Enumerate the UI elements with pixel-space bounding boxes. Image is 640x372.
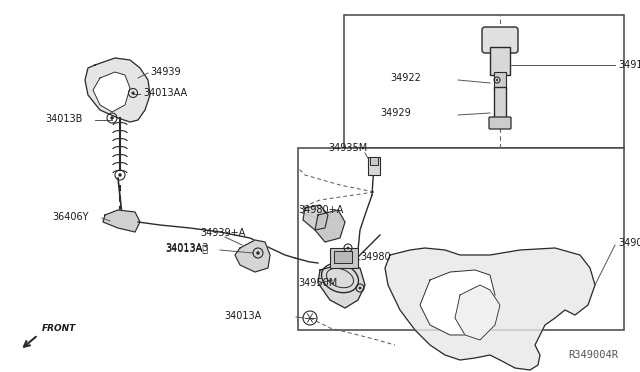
Text: 34013A: 34013A xyxy=(225,311,262,321)
Text: 34935M: 34935M xyxy=(328,143,367,153)
Text: 34980: 34980 xyxy=(360,252,390,262)
Circle shape xyxy=(256,251,260,255)
Bar xyxy=(334,251,352,263)
Text: 34013A3: 34013A3 xyxy=(165,243,209,253)
Circle shape xyxy=(358,286,362,289)
Polygon shape xyxy=(93,72,130,112)
Text: 34013AA: 34013AA xyxy=(143,88,187,98)
Bar xyxy=(330,248,358,268)
Bar xyxy=(344,15,624,148)
Bar xyxy=(370,157,378,165)
Text: FRONT: FRONT xyxy=(42,324,76,333)
Polygon shape xyxy=(420,270,495,335)
Polygon shape xyxy=(315,210,345,242)
FancyBboxPatch shape xyxy=(482,27,518,53)
Bar xyxy=(494,87,506,120)
Polygon shape xyxy=(103,210,140,232)
Polygon shape xyxy=(303,205,328,230)
Bar xyxy=(298,148,624,330)
Text: 36406Y: 36406Y xyxy=(52,212,88,222)
Text: 34929: 34929 xyxy=(380,108,411,118)
Text: 34939+A: 34939+A xyxy=(200,228,245,238)
Bar xyxy=(490,47,510,75)
Text: 34013A: 34013A xyxy=(165,243,208,253)
Circle shape xyxy=(131,92,134,94)
Text: 34950M: 34950M xyxy=(298,278,337,288)
Circle shape xyxy=(118,173,122,177)
Circle shape xyxy=(110,116,114,120)
Text: 34013B: 34013B xyxy=(45,114,83,124)
Text: 34939: 34939 xyxy=(150,67,180,77)
Polygon shape xyxy=(85,58,150,122)
Bar xyxy=(368,157,380,175)
Text: 34902: 34902 xyxy=(618,238,640,248)
Text: R349004R: R349004R xyxy=(568,350,618,360)
Circle shape xyxy=(347,247,349,249)
Polygon shape xyxy=(385,248,595,370)
Text: 34910: 34910 xyxy=(618,60,640,70)
Text: 34980+A: 34980+A xyxy=(298,205,343,215)
Polygon shape xyxy=(455,285,500,340)
Text: 34922: 34922 xyxy=(390,73,421,83)
Polygon shape xyxy=(235,240,270,272)
FancyBboxPatch shape xyxy=(489,117,511,129)
Bar xyxy=(494,72,506,90)
Circle shape xyxy=(496,79,498,81)
Polygon shape xyxy=(318,263,365,308)
